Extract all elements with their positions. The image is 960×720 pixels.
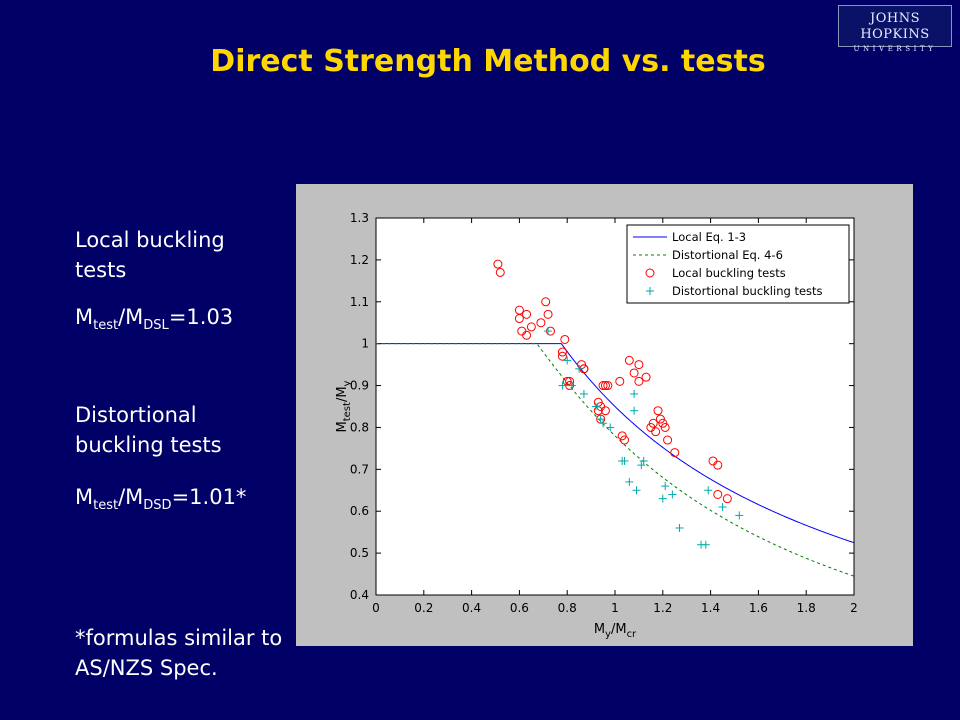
distortional-test-point [558,381,567,390]
local-test-point [526,322,536,332]
distortional-heading: Distortional buckling tests [75,403,222,457]
y-tick-label: 1.2 [350,253,369,267]
distortional-test-point [639,456,648,465]
distortional-test-point [591,402,600,411]
local-test-point [536,318,546,328]
x-tick-label: 0.4 [462,601,481,615]
local-test-point [629,368,639,378]
distortional-test-point [668,490,677,499]
local-test-point [541,297,551,307]
local-test-point [651,427,661,437]
local-test-point [624,355,634,365]
footnote: *formulas similar to AS/NZS Spec. [75,626,283,680]
local-test-point [660,422,670,432]
y-tick-label: 1.3 [350,211,369,225]
local-test-point [560,334,570,344]
y-tick-label: 1.1 [350,295,369,309]
x-axis-label: My/Mcr [594,622,637,640]
scatter-chart: 0 0.2 0.4 0.6 0.8 1 1.2 1.4 1.6 1.8 2 0.4 0.5 0.6 0.7 0… [335,211,858,640]
legend-swatch [645,268,655,278]
local-test-point [634,360,644,370]
local-test-point [543,309,553,319]
local-test-point [493,259,503,269]
x-tick-label: 2 [850,601,858,615]
local-test-point [600,381,610,391]
local-test-point [634,376,644,386]
distortional-test-point [567,381,576,390]
local-test-point [557,351,567,361]
distortional-ratio: Mtest/MDSD=1.01* [75,485,247,513]
local-test-point [514,314,524,324]
distortional-test-point [632,486,641,495]
y-tick-label: 0.4 [350,588,369,602]
local-test-point [615,376,625,386]
distortional-test-point [575,364,584,373]
distortional-test-point [630,406,639,415]
distortional-test-point [596,415,605,424]
distortional-test-point [637,461,646,470]
distortional-test-point [704,486,713,495]
local-test-point [713,489,723,499]
distortional-test-point [658,494,667,503]
legend-box [626,224,850,304]
local-test-point [603,381,613,391]
local-test-point [522,309,532,319]
x-tick-label: 0.8 [558,601,577,615]
university-logo: JOHNS HOPKINS UNIVERSITY [838,5,952,53]
local-test-point [600,406,610,416]
x-tick-label: 1 [611,601,619,615]
legend-label: Distortional Eq. 4-6 [672,248,783,262]
distortional-curve [376,343,854,577]
x-tick-label: 0.6 [510,601,529,615]
distortional-test-point [675,523,684,532]
legend-label: Distortional buckling tests [672,284,823,298]
local-test-point [522,330,532,340]
local-test-point [722,494,732,504]
local-test-point [670,448,680,458]
y-axis-label: Mtest/My [335,380,353,432]
local-test-point [495,267,505,277]
local-test-point [663,435,673,445]
y-tick-label: 0.7 [350,462,369,476]
x-tick-label: 1.2 [653,601,672,615]
y-tick-label: 0.8 [350,420,369,434]
x-tick-label: 0 [372,601,380,615]
distortional-test-point [544,327,553,336]
distortional-test-point [599,419,608,428]
y-tick-label: 1 [361,337,369,351]
local-ratio: Mtest/MDSL=1.03 [75,305,234,333]
distortional-test-point [563,356,572,365]
legend-label: Local Eq. 1-3 [672,230,746,244]
local-heading: Local buckling tests [75,228,225,282]
local-test-point [713,460,723,470]
x-tick-label: 1.8 [797,601,816,615]
legend-label: Local buckling tests [672,266,786,280]
x-tick-label: 0.2 [414,601,433,615]
logo-line-1: JOHNS HOPKINS [860,11,930,42]
local-test-point [598,381,608,391]
local-test-point [620,435,630,445]
legend-swatch [646,287,654,295]
local-test-point [557,347,567,357]
distortional-test-point [718,503,727,512]
y-tick-label: 0.9 [350,379,369,393]
slide-title: Direct Strength Method vs. tests [210,44,766,79]
distortional-test-point [625,477,634,486]
distortional-test-point [579,389,588,398]
distortional-test-point [606,423,615,432]
local-test-point [648,418,658,428]
distortional-test-point [620,456,629,465]
y-tick-label: 0.5 [350,546,369,560]
chart-panel: 0 0.2 0.4 0.6 0.8 1 1.2 1.4 1.6 1.8 2 0.4 0.5 0.6 0.7 0… [296,184,913,646]
distortional-test-point [661,482,670,491]
y-tick-label: 0.6 [350,504,369,518]
local-test-point [641,372,651,382]
distortional-test-point [630,389,639,398]
x-tick-label: 1.6 [749,601,768,615]
distortional-test-point [735,511,744,520]
distortional-test-point [701,540,710,549]
logo-line-2: UNIVERSITY [853,45,937,53]
x-tick-label: 1.4 [701,601,720,615]
local-test-point [653,406,663,416]
